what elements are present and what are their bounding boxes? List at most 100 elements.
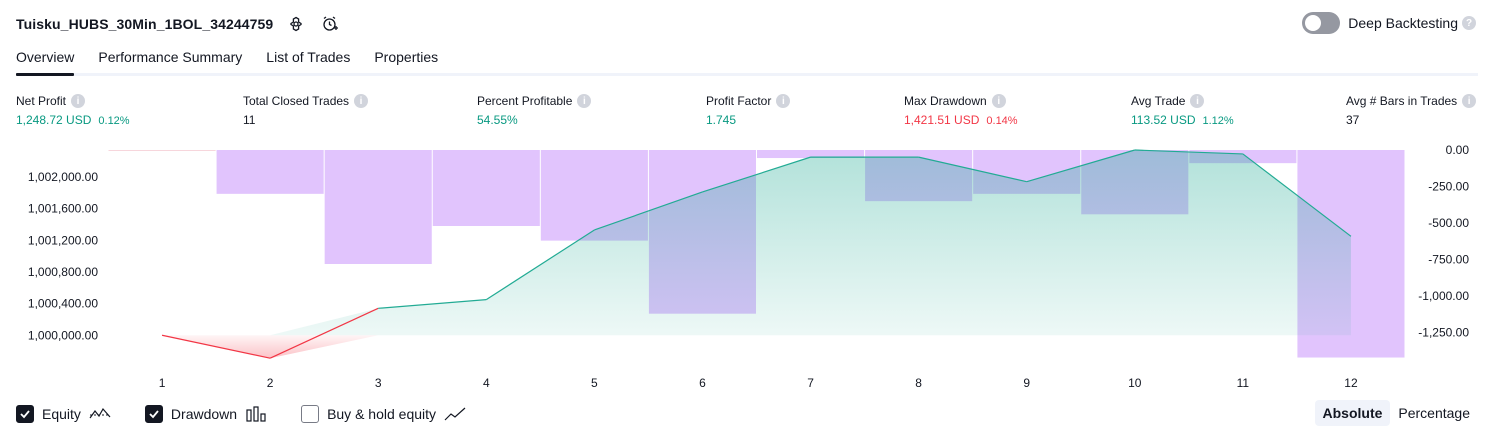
equity-line-segment bbox=[918, 156, 1027, 183]
metric-value: 37 bbox=[1346, 113, 1360, 127]
tab-list-of-trades[interactable]: List of Trades bbox=[266, 49, 351, 65]
metric-label: Percent Profitable bbox=[477, 94, 573, 108]
info-icon[interactable]: i bbox=[354, 94, 369, 108]
x-tick-label: 6 bbox=[699, 376, 706, 390]
equity-line-segment bbox=[1026, 149, 1135, 183]
metric-avg-bars-in-trades: Avg # Bars in Trades i 37 bbox=[1346, 94, 1477, 127]
x-tick-label: 11 bbox=[1237, 376, 1250, 390]
equity-label: Equity bbox=[42, 406, 81, 422]
equity-line-segment bbox=[1134, 149, 1243, 155]
metric-net-profit: Net Profit i 1,248.72 USD 0.12% bbox=[16, 94, 130, 127]
x-tick-label: 12 bbox=[1344, 376, 1358, 390]
drawdown-bars-icon bbox=[246, 406, 266, 422]
metric-percent: 0.14% bbox=[986, 115, 1018, 127]
percentage-button[interactable]: Percentage bbox=[1398, 405, 1470, 421]
x-tick-label: 5 bbox=[591, 376, 598, 390]
info-icon[interactable]: i bbox=[1462, 94, 1477, 108]
x-tick-label: 7 bbox=[807, 376, 814, 390]
y-right-tick-label: 0.00 bbox=[1446, 143, 1470, 157]
equity-line-segment bbox=[702, 156, 811, 193]
y-left-tick-label: 1,000,400.00 bbox=[28, 297, 98, 311]
y-left-tick-label: 1,000,000.00 bbox=[28, 328, 98, 342]
metric-value: 113.52 USD bbox=[1131, 113, 1196, 127]
legend-drawdown[interactable]: Drawdown bbox=[144, 405, 267, 423]
metric-percent: 0.12% bbox=[98, 115, 130, 127]
metric-label: Max Drawdown bbox=[904, 94, 987, 108]
equity-area-positive bbox=[162, 150, 1351, 336]
legend-buy-hold[interactable]: Buy & hold equity bbox=[301, 405, 466, 423]
buy-hold-label: Buy & hold equity bbox=[327, 406, 437, 422]
x-tick-label: 9 bbox=[1023, 376, 1030, 390]
add-alert-clock-icon[interactable] bbox=[319, 13, 341, 35]
x-tick-label: 3 bbox=[375, 376, 382, 390]
y-left-tick-label: 1,002,000.00 bbox=[28, 170, 98, 184]
metric-total-closed-trades: Total Closed Trades i 11 bbox=[243, 94, 369, 127]
metric-label: Avg Trade bbox=[1131, 94, 1186, 108]
x-tick-label: 10 bbox=[1128, 376, 1142, 390]
drawdown-bar bbox=[216, 150, 324, 194]
tab-bar: Overview Performance Summary List of Tra… bbox=[16, 44, 1478, 76]
y-axis-left: 1,000,000.00 1,000,400.00 1,000,800.00 1,00… bbox=[28, 170, 98, 342]
metric-avg-trade: Avg Trade i 113.52 USD 1.12% bbox=[1131, 94, 1234, 127]
y-left-tick-label: 1,001,600.00 bbox=[28, 202, 98, 216]
info-icon[interactable]: i bbox=[1190, 94, 1205, 108]
equity-line-segment bbox=[594, 191, 703, 231]
legend-equity[interactable]: Equity bbox=[16, 405, 111, 423]
buy-hold-checkbox[interactable] bbox=[301, 405, 320, 423]
equity-area bbox=[162, 150, 1351, 359]
chart-legend: Equity Drawdown Buy & hold equity bbox=[16, 402, 500, 426]
y-right-tick-label: -1,250.00 bbox=[1418, 326, 1469, 340]
equity-line-segment bbox=[378, 299, 487, 309]
buy-hold-line-icon bbox=[444, 407, 466, 421]
metric-value: 1.745 bbox=[706, 113, 737, 127]
x-tick-label: 8 bbox=[915, 376, 922, 390]
drawdown-checkbox[interactable] bbox=[144, 405, 163, 423]
strategy-header: Tuisku_HUBS_30Min_1BOL_34244759 bbox=[16, 8, 341, 40]
drawdown-bar bbox=[757, 150, 865, 159]
deep-backtesting-toggle[interactable] bbox=[1302, 12, 1341, 34]
y-left-tick-label: 1,000,800.00 bbox=[28, 265, 98, 279]
equity-line-segment bbox=[161, 334, 271, 359]
metric-percent-profitable: Percent Profitable i 54.55% bbox=[477, 94, 592, 127]
equity-drawdown-chart: 1,000,000.00 1,000,400.00 1,000,800.00 1,00… bbox=[28, 143, 1469, 390]
metric-label: Avg # Bars in Trades bbox=[1346, 94, 1458, 108]
y-right-tick-label: -500.00 bbox=[1428, 216, 1469, 230]
x-tick-label: 4 bbox=[483, 376, 490, 390]
x-tick-label: 2 bbox=[267, 376, 274, 390]
help-icon[interactable]: ? bbox=[1462, 16, 1476, 30]
tab-properties[interactable]: Properties bbox=[374, 49, 439, 65]
equity-line-icon bbox=[89, 407, 111, 419]
tab-performance-summary[interactable]: Performance Summary bbox=[98, 49, 243, 65]
y-right-tick-label: -250.00 bbox=[1428, 180, 1469, 194]
equity-line-segment bbox=[1242, 153, 1352, 237]
deep-backtesting-control: Deep Backtesting ? bbox=[1302, 12, 1476, 34]
info-icon[interactable]: i bbox=[991, 94, 1006, 108]
info-icon[interactable]: i bbox=[71, 94, 86, 108]
equity-line-group bbox=[161, 149, 1352, 359]
equity-line-segment bbox=[485, 229, 595, 301]
tab-overview[interactable]: Overview bbox=[16, 44, 75, 76]
x-tick-label: 1 bbox=[159, 376, 166, 390]
deep-backtesting-label: Deep Backtesting bbox=[1348, 15, 1458, 31]
y-left-tick-label: 1,001,200.00 bbox=[28, 233, 98, 247]
drawdown-bar bbox=[108, 150, 216, 151]
scale-mode-switch: Absolute Percentage bbox=[1314, 400, 1479, 426]
metric-profit-factor: Profit Factor i 1.745 bbox=[706, 94, 791, 127]
toggle-knob bbox=[1305, 15, 1322, 31]
settings-gear-icon[interactable] bbox=[285, 13, 307, 35]
y-right-tick-label: -1,000.00 bbox=[1418, 289, 1469, 303]
drawdown-label: Drawdown bbox=[170, 406, 238, 422]
y-axis-right: 0.00 -250.00 -500.00 -750.00 -1,000.00 -1,250… bbox=[1418, 143, 1469, 340]
metric-max-drawdown: Max Drawdown i 1,421.51 USD 0.14% bbox=[904, 94, 1018, 127]
metric-percent: 1.12% bbox=[1202, 115, 1234, 127]
metric-label: Net Profit bbox=[16, 94, 67, 108]
x-axis: 1 2 3 4 5 6 7 8 9 10 11 12 bbox=[159, 376, 1358, 390]
metric-value: 1,248.72 USD bbox=[16, 113, 92, 127]
equity-line-segment bbox=[269, 307, 379, 359]
info-icon[interactable]: i bbox=[776, 94, 791, 108]
equity-checkbox[interactable] bbox=[16, 405, 34, 423]
info-icon[interactable]: i bbox=[577, 94, 592, 108]
absolute-button[interactable]: Absolute bbox=[1314, 400, 1391, 426]
metric-value: 1,421.51 USD bbox=[904, 113, 980, 127]
equity-area-negative bbox=[162, 335, 1351, 359]
